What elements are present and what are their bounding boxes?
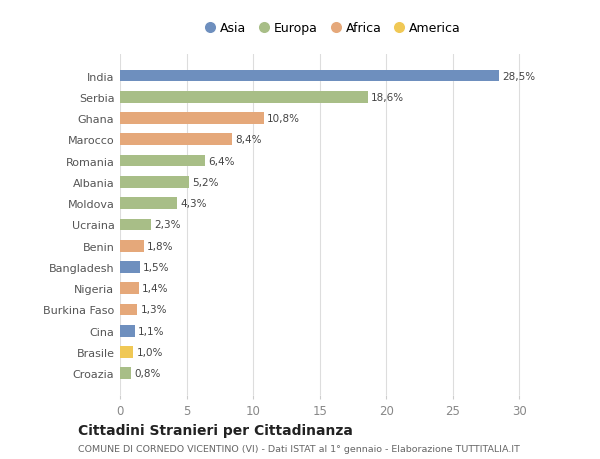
Bar bbox=[120, 71, 499, 82]
Text: 6,4%: 6,4% bbox=[209, 156, 235, 166]
Bar bbox=[120, 219, 151, 231]
Text: Cittadini Stranieri per Cittadinanza: Cittadini Stranieri per Cittadinanza bbox=[78, 423, 353, 437]
Text: 2,3%: 2,3% bbox=[154, 220, 181, 230]
Text: 0,8%: 0,8% bbox=[134, 369, 160, 379]
Bar bbox=[120, 198, 177, 209]
Text: 1,5%: 1,5% bbox=[143, 263, 170, 272]
Bar bbox=[120, 262, 140, 273]
Bar bbox=[120, 347, 133, 358]
Bar bbox=[120, 368, 131, 379]
Text: 1,0%: 1,0% bbox=[137, 347, 163, 357]
Text: 10,8%: 10,8% bbox=[267, 114, 300, 124]
Text: 1,8%: 1,8% bbox=[147, 241, 174, 251]
Bar bbox=[120, 304, 137, 316]
Bar bbox=[120, 325, 134, 337]
Bar bbox=[120, 113, 264, 125]
Text: 1,3%: 1,3% bbox=[140, 305, 167, 315]
Text: 1,4%: 1,4% bbox=[142, 284, 169, 294]
Bar bbox=[120, 283, 139, 294]
Text: COMUNE DI CORNEDO VICENTINO (VI) - Dati ISTAT al 1° gennaio - Elaborazione TUTTI: COMUNE DI CORNEDO VICENTINO (VI) - Dati … bbox=[78, 444, 520, 453]
Bar bbox=[120, 134, 232, 146]
Text: 8,4%: 8,4% bbox=[235, 135, 262, 145]
Text: 5,2%: 5,2% bbox=[193, 178, 219, 187]
Text: 18,6%: 18,6% bbox=[371, 93, 404, 102]
Text: 1,1%: 1,1% bbox=[138, 326, 164, 336]
Bar bbox=[120, 241, 144, 252]
Text: 4,3%: 4,3% bbox=[181, 199, 207, 209]
Bar bbox=[120, 92, 368, 103]
Text: 28,5%: 28,5% bbox=[503, 71, 536, 81]
Legend: Asia, Europa, Africa, America: Asia, Europa, Africa, America bbox=[200, 17, 466, 40]
Bar bbox=[120, 177, 189, 188]
Bar bbox=[120, 156, 205, 167]
